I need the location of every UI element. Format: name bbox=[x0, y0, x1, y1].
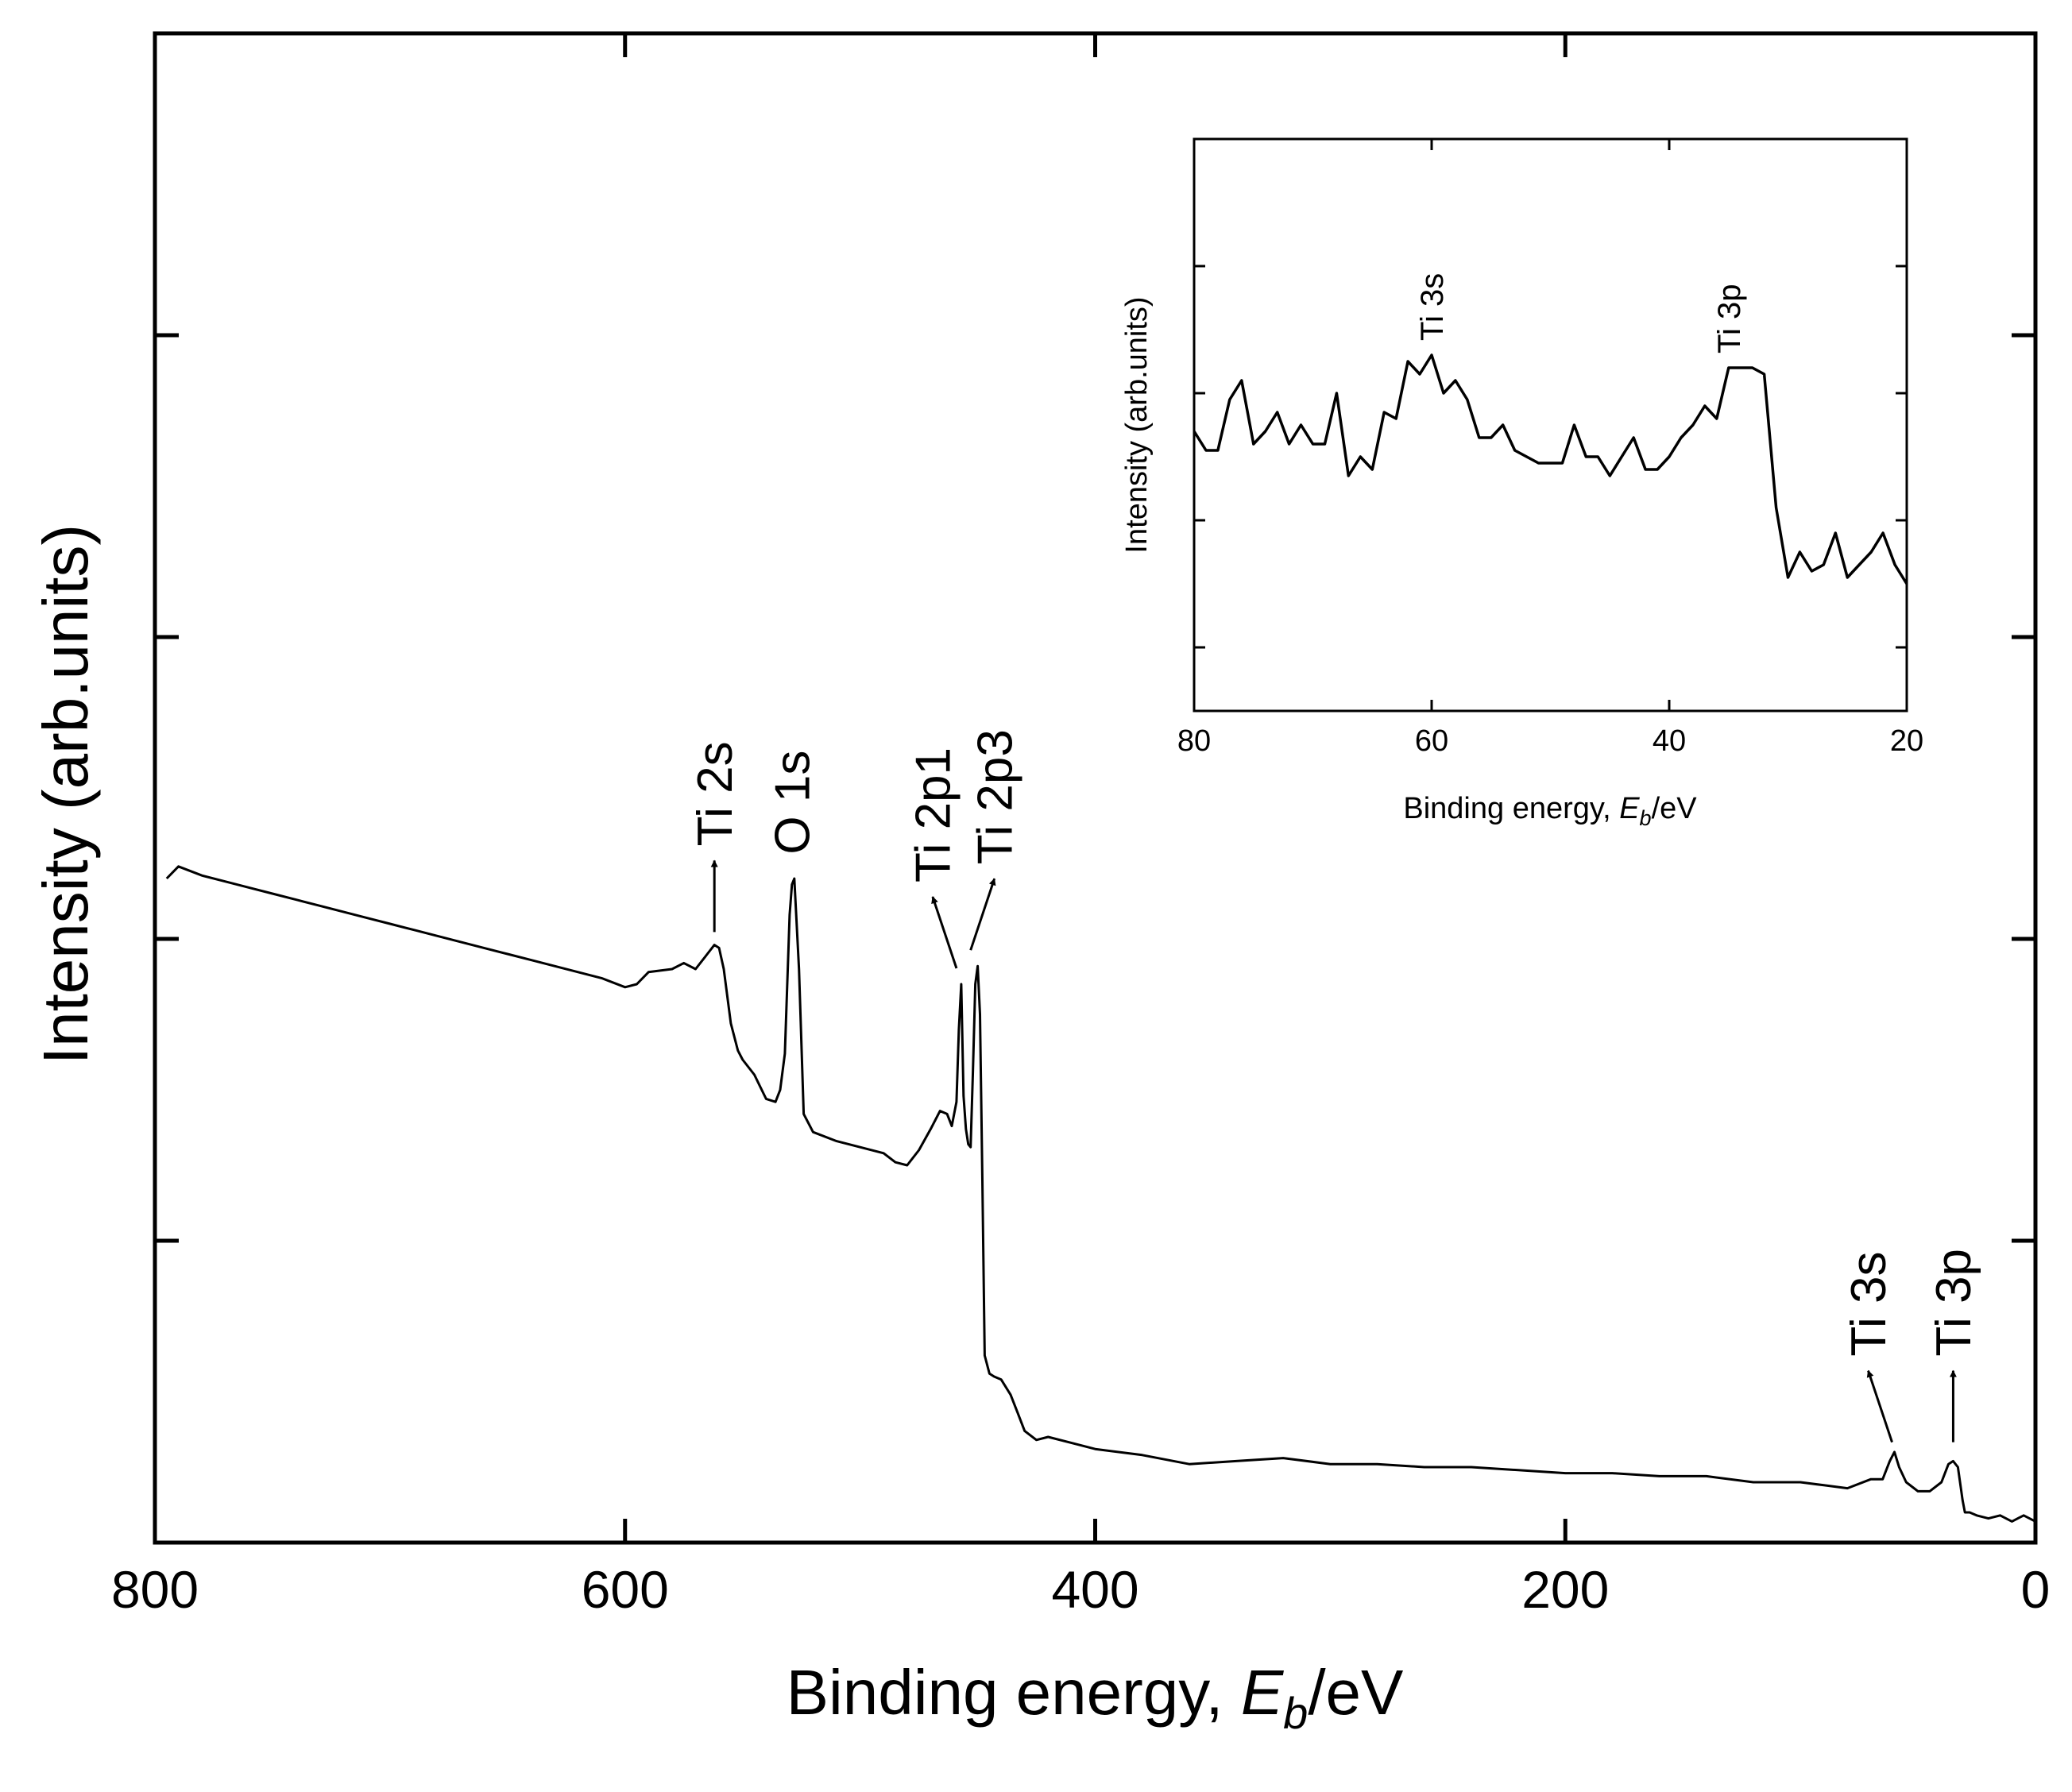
peak-label: Ti 3s bbox=[1842, 1252, 1896, 1357]
x-tick-label: 80 bbox=[1177, 724, 1211, 758]
x-tick-label: 20 bbox=[1890, 724, 1923, 758]
main-plot-frame bbox=[153, 31, 2038, 1545]
inset-peak-annotations: Ti 3s Ti 3p bbox=[1415, 273, 1747, 353]
main-plot: 800 600 400 200 0 Ti 2s O 1s Ti 2p1 Ti 2p3 Ti 3s… bbox=[30, 31, 2050, 1738]
main-y-ticks bbox=[155, 333, 2035, 1243]
peak-label: Ti 2s bbox=[688, 741, 743, 846]
inset-plot: 80 60 40 20 Ti 3s Ti 3p Binding energy, Eb/e… bbox=[1120, 137, 1923, 830]
main-peak-annotations: Ti 2s O 1s Ti 2p1 Ti 2p3 Ti 3s Ti 3p bbox=[688, 729, 1981, 1443]
x-tick-label: 200 bbox=[1521, 1560, 1609, 1619]
x-tick-label: 60 bbox=[1415, 724, 1448, 758]
x-tick-label: 600 bbox=[582, 1560, 669, 1619]
peak-label: Ti 2p1 bbox=[906, 747, 961, 882]
inset-y-axis-label: Intensity (arb.units) bbox=[1120, 296, 1154, 553]
x-tick-label: 40 bbox=[1653, 724, 1686, 758]
main-x-ticks: 800 600 400 200 0 bbox=[111, 33, 2050, 1619]
main-y-axis-label: Intensity (arb.units) bbox=[30, 524, 101, 1064]
annotation-arrow bbox=[931, 896, 958, 969]
x-tick-label: 0 bbox=[2021, 1560, 2051, 1619]
annotation-arrow bbox=[969, 878, 996, 951]
peak-label: Ti 3p bbox=[1712, 284, 1747, 353]
x-tick-label: 800 bbox=[111, 1560, 199, 1619]
peak-label: O 1s bbox=[766, 751, 821, 855]
survey-spectrum-line bbox=[165, 865, 2036, 1523]
inset-plot-frame bbox=[1193, 137, 1908, 713]
inset-y-ticks bbox=[1194, 137, 1907, 649]
annotation-arrow bbox=[1866, 1369, 1893, 1443]
main-x-axis-label: Binding energy, Eb/eV bbox=[787, 1657, 1404, 1738]
peak-label: Ti 3s bbox=[1415, 273, 1450, 341]
inset-x-axis-label: Binding energy, Eb/eV bbox=[1403, 792, 1697, 830]
peak-label: Ti 3p bbox=[1927, 1249, 1981, 1357]
inset-spectrum-line bbox=[1193, 353, 1908, 585]
x-tick-label: 400 bbox=[1051, 1560, 1138, 1619]
inset-x-ticks: 80 60 40 20 bbox=[1177, 139, 1923, 758]
peak-label: Ti 2p3 bbox=[968, 729, 1022, 864]
